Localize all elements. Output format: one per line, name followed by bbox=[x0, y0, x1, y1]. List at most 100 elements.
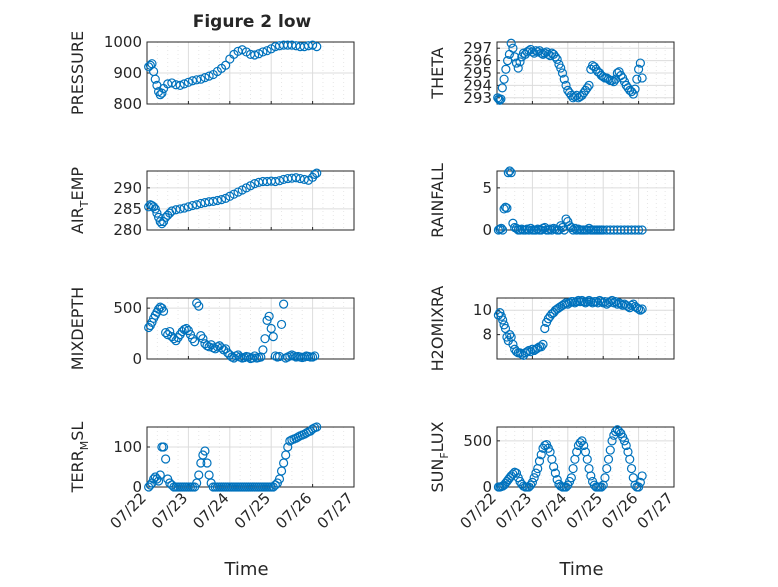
data-point bbox=[274, 176, 285, 186]
y-tick-label: 280 bbox=[113, 221, 142, 239]
data-point bbox=[603, 454, 614, 464]
y-axis-label-main: TERR bbox=[68, 450, 87, 493]
data-point bbox=[635, 305, 645, 315]
data-point bbox=[582, 297, 592, 307]
data-point bbox=[633, 304, 644, 314]
data-point bbox=[250, 351, 260, 361]
x-tick-label: 07/24 bbox=[527, 489, 570, 532]
data-point bbox=[609, 225, 619, 235]
data-point bbox=[566, 473, 576, 483]
y-tick-label: 0 bbox=[482, 221, 492, 239]
data-point bbox=[626, 463, 637, 474]
data-point bbox=[150, 74, 160, 84]
data-point bbox=[529, 473, 539, 483]
data-point bbox=[150, 204, 160, 214]
data-point bbox=[556, 63, 566, 73]
data-point bbox=[312, 168, 322, 178]
data-point bbox=[260, 334, 270, 344]
data-point bbox=[312, 42, 322, 52]
data-point bbox=[276, 319, 287, 330]
subplot-4: 0 5 RAINFALL bbox=[428, 163, 675, 239]
x-tick-label: 07/26 bbox=[598, 489, 641, 532]
data-point bbox=[534, 456, 545, 466]
y-axis-label: MIXDEPTH bbox=[68, 287, 87, 370]
y-tick-label: 800 bbox=[113, 95, 142, 113]
data-point bbox=[196, 74, 206, 84]
y-tick-label: 297 bbox=[463, 39, 492, 57]
data-point bbox=[637, 73, 647, 83]
data-point bbox=[610, 427, 621, 437]
data-point bbox=[167, 78, 177, 88]
data-point bbox=[506, 168, 516, 178]
data-point bbox=[506, 38, 516, 48]
data-point bbox=[144, 62, 154, 72]
data-point bbox=[155, 470, 165, 480]
data-point bbox=[250, 179, 260, 189]
data-point bbox=[584, 463, 594, 474]
data-point bbox=[633, 482, 644, 492]
data-point bbox=[633, 64, 644, 74]
data-point bbox=[605, 445, 615, 455]
data-point bbox=[628, 473, 638, 483]
y-tick-label: 100 bbox=[113, 438, 142, 456]
x-tick-label: 07/26 bbox=[272, 489, 315, 532]
data-point bbox=[254, 49, 264, 59]
data-point bbox=[266, 323, 276, 334]
subplot-7: 0 100 TERRMSL 07/2207/2307/2407/2507/2607/2… bbox=[68, 422, 357, 580]
data-point bbox=[175, 80, 185, 91]
data-point bbox=[216, 195, 227, 205]
data-point bbox=[505, 166, 515, 176]
data-point bbox=[635, 58, 645, 68]
data-point bbox=[579, 440, 589, 451]
x-tick-label: 07/22 bbox=[457, 489, 500, 532]
data-point bbox=[508, 43, 518, 53]
x-tick-label: 07/27 bbox=[314, 489, 357, 532]
data-point bbox=[258, 47, 268, 57]
x-tick-label: 07/25 bbox=[231, 489, 274, 532]
data-point bbox=[500, 202, 511, 212]
y-tick-label: 0 bbox=[132, 350, 142, 368]
data-point bbox=[619, 436, 630, 446]
data-point bbox=[552, 54, 562, 64]
data-point bbox=[575, 297, 585, 307]
data-point bbox=[496, 223, 506, 233]
data-point bbox=[596, 297, 607, 307]
data-point bbox=[630, 84, 640, 94]
data-point bbox=[549, 462, 559, 472]
data-point bbox=[536, 48, 546, 58]
data-point bbox=[586, 471, 596, 481]
data-point bbox=[609, 77, 619, 87]
axes-box bbox=[496, 426, 675, 488]
data-point bbox=[200, 73, 210, 83]
data-point bbox=[572, 297, 582, 307]
data-point bbox=[526, 480, 536, 490]
data-point bbox=[633, 225, 644, 235]
y-tick-label: 10 bbox=[473, 301, 492, 319]
subplot-1: 800 900 1000 PRESSURE bbox=[68, 31, 355, 115]
data-point bbox=[570, 454, 580, 464]
data-point bbox=[577, 436, 587, 446]
data-point bbox=[495, 95, 505, 105]
y-tick-label: 1000 bbox=[104, 33, 142, 51]
data-point bbox=[602, 225, 612, 235]
y-axis-label: H2OMIXRA bbox=[428, 286, 447, 372]
data-point bbox=[501, 64, 511, 74]
y-tick-label: 0 bbox=[482, 478, 492, 496]
y-tick-label: 500 bbox=[113, 299, 142, 317]
y-axis-label-subscript: T bbox=[78, 200, 91, 208]
data-point bbox=[533, 463, 543, 474]
data-point bbox=[536, 450, 546, 460]
y-axis-label-tail: SL bbox=[68, 422, 87, 441]
data-point bbox=[264, 311, 274, 321]
data-point bbox=[550, 52, 561, 62]
data-point bbox=[527, 477, 538, 487]
data-point bbox=[499, 74, 509, 84]
data-point bbox=[503, 55, 513, 66]
x-axis-label: Time bbox=[558, 559, 603, 580]
data-point bbox=[175, 204, 185, 214]
y-tick-label: 293 bbox=[463, 89, 492, 107]
data-point bbox=[524, 225, 534, 235]
data-point bbox=[179, 79, 189, 89]
data-point bbox=[153, 476, 164, 486]
data-point bbox=[308, 40, 318, 50]
